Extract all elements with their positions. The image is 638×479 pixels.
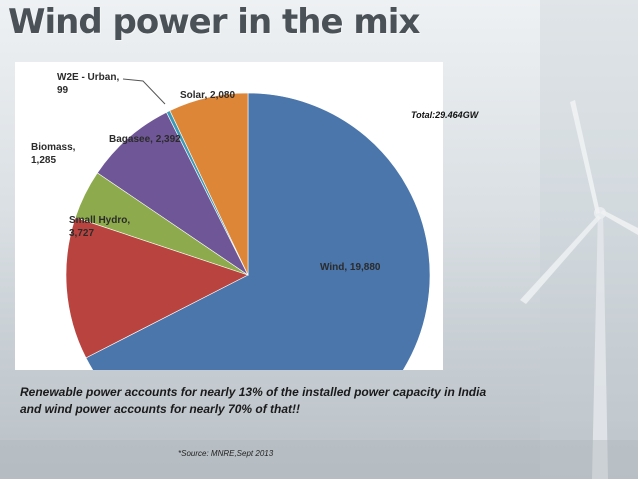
pie-slice-solar bbox=[169, 92, 249, 276]
leader-line-w2e-urban bbox=[122, 78, 166, 105]
slice-label-small-hydro: Small Hydro, 3,727 bbox=[69, 215, 130, 239]
slice-label-wind: Wind, 19,880 bbox=[320, 262, 381, 273]
slice-label-solar: Solar, 2,080 bbox=[180, 90, 235, 101]
pie-slice-bagasee bbox=[96, 111, 249, 276]
statement-line-1: Renewable power accounts for nearly 13% … bbox=[20, 385, 487, 399]
statement-line-2: and wind power accounts for nearly 70% o… bbox=[20, 402, 301, 416]
slice-label-biomass: Biomass, 1,285 bbox=[31, 142, 76, 166]
source-note: *Source: MNRE,Sept 2013 bbox=[178, 449, 274, 458]
pie-chart-panel: Wind, 19,880 Small Hydro, 3,727 Biomass, 1,2… bbox=[15, 62, 443, 370]
slice-label-bagasee: Bagasee, 2,392 bbox=[109, 134, 181, 145]
pie-chart: Wind, 19,880 Small Hydro, 3,727 Biomass, 1,2… bbox=[31, 72, 431, 370]
pie-slice-small-hydro bbox=[65, 217, 249, 359]
total-capacity-note: Total:29.464GW bbox=[411, 110, 479, 120]
slice-label-w2e-urban: W2E - Urban, 99 bbox=[57, 72, 119, 96]
slide-title: Wind power in the mix bbox=[8, 2, 420, 42]
pie-slice-wind bbox=[85, 92, 431, 370]
renewable-share-statement: Renewable power accounts for nearly 13% … bbox=[20, 384, 540, 418]
